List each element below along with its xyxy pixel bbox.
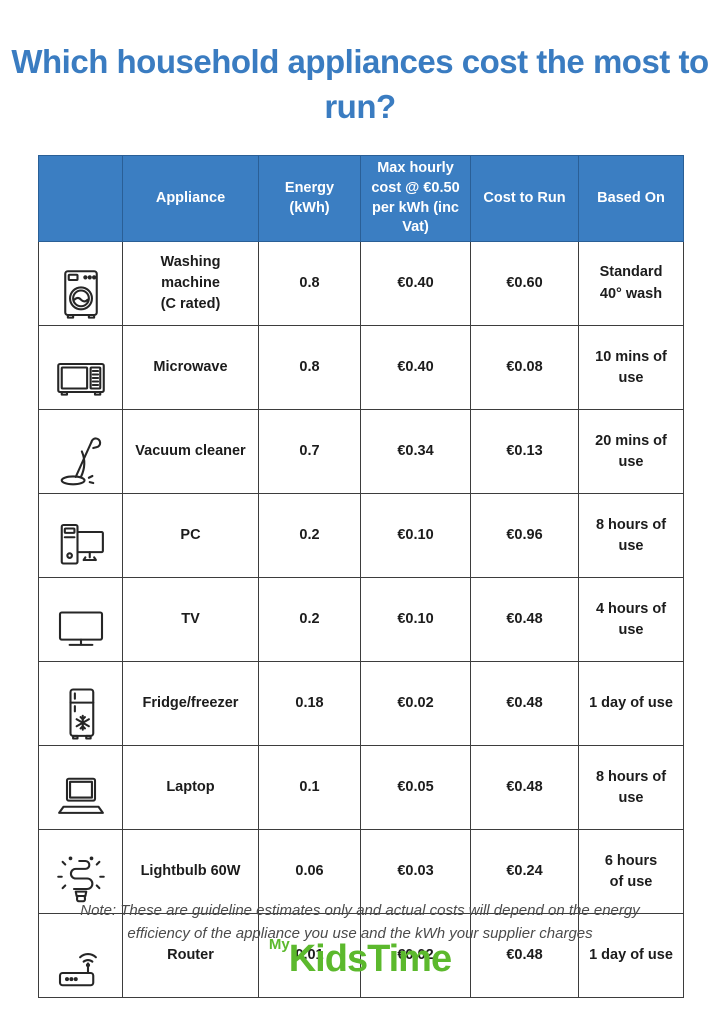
table-header: Appliance Energy (kWh) Max hourly cost @…: [38, 155, 684, 242]
energy-kwh-cell: 0.2: [258, 577, 361, 663]
table-row: PC 0.2 €0.10 €0.96 8 hours of use: [38, 493, 684, 579]
washing-machine-icon: [63, 270, 98, 319]
energy-kwh-cell: 0.18: [258, 661, 361, 747]
max-hourly-cost-cell: €0.02: [360, 661, 471, 747]
max-hourly-cost-cell: €0.34: [360, 409, 471, 495]
table-row: Microwave 0.8 €0.40 €0.08 10 mins of use: [38, 325, 684, 411]
cost-to-run-cell: €0.48: [470, 745, 579, 831]
appliance-cell: Vacuum cleaner: [122, 409, 259, 495]
appliance-icon-cell: [38, 240, 123, 327]
max-hourly-cost-cell: €0.03: [360, 829, 471, 915]
header-max-hourly-cost: Max hourly cost @ €0.50 per kWh (inc Vat…: [360, 155, 471, 242]
vacuum-cleaner-icon: [60, 437, 101, 486]
energy-kwh-cell: 0.7: [258, 409, 361, 495]
based-on-cell: 4 hours of use: [578, 577, 684, 663]
table-row: Laptop 0.1 €0.05 €0.48 8 hours of use: [38, 745, 684, 831]
appliance-cell: Washing machine (C rated): [122, 240, 259, 327]
max-hourly-cost-cell: €0.02: [360, 913, 471, 999]
table-header-row: Appliance Energy (kWh) Max hourly cost @…: [38, 155, 684, 242]
header-appliance: Appliance: [122, 155, 259, 242]
cost-to-run-cell: €0.48: [470, 577, 579, 663]
cost-to-run-cell: €0.60: [470, 240, 579, 327]
max-hourly-cost-cell: €0.10: [360, 493, 471, 579]
logo-wordmark: KidsTime: [288, 938, 452, 980]
tv-icon: [58, 611, 103, 647]
appliance-cell: PC: [122, 493, 259, 579]
appliance-icon-cell: [38, 493, 123, 579]
based-on-cell: 8 hours of use: [578, 493, 684, 579]
based-on-cell: Standard 40° wash: [578, 240, 684, 327]
table-row: Washing machine (C rated) 0.8 €0.40 €0.6…: [38, 240, 684, 327]
appliance-icon-cell: [38, 577, 123, 663]
appliance-cell: Router: [122, 913, 259, 999]
cost-to-run-cell: €0.08: [470, 325, 579, 411]
max-hourly-cost-cell: €0.10: [360, 577, 471, 663]
appliance-icon-cell: [38, 325, 123, 411]
logo-prefix: My: [268, 936, 290, 953]
based-on-cell: 6 hours of use: [578, 829, 684, 915]
appliance-cell: Fridge/freezer: [122, 661, 259, 747]
cost-to-run-cell: €0.13: [470, 409, 579, 495]
page-title: Which household appliances cost the most…: [11, 43, 709, 125]
cost-to-run-cell: €0.24: [470, 829, 579, 915]
max-hourly-cost-cell: €0.40: [360, 325, 471, 411]
based-on-cell: 20 mins of use: [578, 409, 684, 495]
header-cost-to-run: Cost to Run: [470, 155, 579, 242]
header-icon-column: [38, 155, 123, 242]
appliance-cost-table: Appliance Energy (kWh) Max hourly cost @…: [38, 155, 684, 999]
max-hourly-cost-cell: €0.40: [360, 240, 471, 327]
disclaimer-note: Note: These are guideline estimates only…: [80, 902, 640, 943]
energy-kwh-cell: 0.8: [258, 325, 361, 411]
based-on-cell: 10 mins of use: [578, 325, 684, 411]
max-hourly-cost-cell: €0.05: [360, 745, 471, 831]
table-row: Lightbulb 60W 0.06 €0.03 €0.24 6 hours o…: [38, 829, 684, 915]
appliance-cell: TV: [122, 577, 259, 663]
laptop-icon: [57, 777, 104, 815]
fridge-freezer-icon: [68, 688, 94, 740]
pc-icon: [60, 524, 104, 565]
table-row: TV 0.2 €0.10 €0.48 4 hours of use: [38, 577, 684, 663]
appliance-cell: Laptop: [122, 745, 259, 831]
appliance-icon-cell: [38, 829, 123, 915]
appliance-icon-cell: [38, 409, 123, 495]
mykidstime-logo: MyKidsTime: [0, 936, 720, 981]
energy-kwh-cell: 0.2: [258, 493, 361, 579]
table-row: Router 0.01 €0.02 €0.48 1 day of use: [38, 913, 684, 999]
appliance-icon-cell: [38, 661, 123, 747]
table-row: Fridge/freezer 0.18 €0.02 €0.48 1 day of…: [38, 661, 684, 747]
header-based-on: Based On: [578, 155, 684, 242]
appliance-cell: Microwave: [122, 325, 259, 411]
microwave-icon: [56, 362, 105, 396]
energy-kwh-cell: 0.8: [258, 240, 361, 327]
energy-kwh-cell: 0.1: [258, 745, 361, 831]
appliance-table-body: Washing machine (C rated) 0.8 €0.40 €0.6…: [38, 240, 684, 999]
cost-to-run-cell: €0.48: [470, 913, 579, 999]
cost-to-run-cell: €0.48: [470, 661, 579, 747]
based-on-cell: 1 day of use: [578, 661, 684, 747]
appliance-icon-cell: [38, 745, 123, 831]
cost-to-run-cell: €0.96: [470, 493, 579, 579]
header-energy-kwh: Energy (kWh): [258, 155, 361, 242]
energy-kwh-cell: 0.01: [258, 913, 361, 999]
appliance-icon-cell: [38, 913, 123, 999]
based-on-cell: 8 hours of use: [578, 745, 684, 831]
table-row: Vacuum cleaner 0.7 €0.34 €0.13 20 mins o…: [38, 409, 684, 495]
based-on-cell: 1 day of use: [578, 913, 684, 999]
